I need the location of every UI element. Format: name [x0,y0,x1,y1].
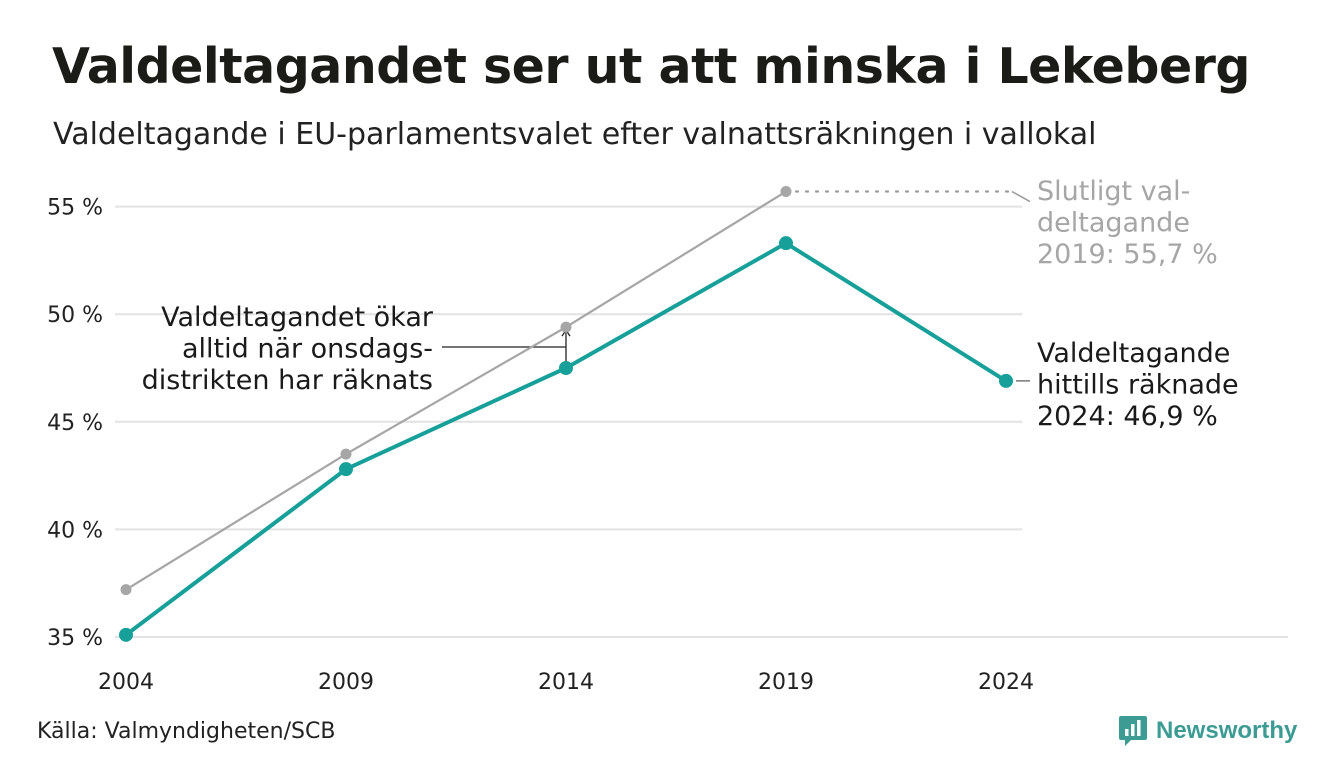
annotation-final-line: deltagande [1037,208,1190,239]
annotation-final-line: 2019: 55,7 % [1037,239,1218,270]
grid-layer [115,205,1288,638]
annotation-final: Slutligt val-deltagande 2019: 55,7 % [1037,176,1218,270]
annotation-note: Valdeltagandet ökar alltid när onsdags-di… [142,302,434,396]
y-tick-label: 50 % [47,303,103,328]
page-subtitle: Valdeltagande i EU-parlamentsvalet efter… [53,117,1097,152]
annotation-current-line: hittills räknade [1037,370,1239,401]
x-tick-label: 2009 [318,670,374,695]
data-point-slutligt [560,321,572,333]
brand-logo[interactable]: Newsworthy [1118,713,1297,749]
annotation-current-line: 2024: 46,9 % [1037,401,1218,432]
annotation-final-line: Slutligt val- [1037,176,1190,207]
data-point-slutligt [120,584,132,596]
x-tick-label: 2014 [538,670,594,695]
x-tick-label: 2004 [98,670,154,695]
x-axis-tick-labels: 2004 2009 2014 2019 2024 [98,670,1034,695]
newsworthy-logo-icon [1119,716,1147,746]
y-tick-label: 35 % [47,626,103,651]
annotation-current: Valdeltagande hittills räknade 2024: 46,9 … [1037,338,1239,432]
data-point-valnatt [559,361,573,375]
brand-name: Newsworthy [1156,717,1298,744]
line-chart: 35 % 40 % 45 % 50 % 55 % 2004 2009 2014 2019 202… [47,176,1288,695]
annotation-note-line: distrikten har räknats [142,365,433,396]
series-line-slutligt [124,190,788,591]
connector-final-tick [1011,190,1031,203]
data-point-valnatt [779,236,793,251]
y-tick-label: 45 % [47,411,103,436]
y-tick-label: 40 % [47,518,103,543]
annotation-labels: Slutligt val-deltagande 2019: 55,7 % Valde… [142,176,1239,432]
data-point-valnatt [339,462,353,477]
data-point-slutligt [340,448,352,460]
series-layer [119,186,1013,642]
data-point-valnatt [999,373,1013,388]
x-tick-label: 2019 [758,670,814,695]
annotation-note-line: Valdeltagandet ökar [161,302,434,333]
x-tick-label: 2024 [978,670,1034,695]
source-note: Källa: Valmyndigheten/SCB [37,719,336,744]
annotation-current-line: Valdeltagande [1037,338,1230,369]
y-tick-label: 55 % [47,196,103,221]
data-point-valnatt [119,627,133,642]
annotation-note-line: alltid när onsdags- [182,334,433,365]
y-axis-tick-labels: 35 % 40 % 45 % 50 % 55 % [47,196,103,651]
page-title: Valdeltagandet ser ut att minska i Lekeb… [52,38,1250,95]
data-point-slutligt [780,186,792,198]
annotation-connectors [442,190,1031,382]
